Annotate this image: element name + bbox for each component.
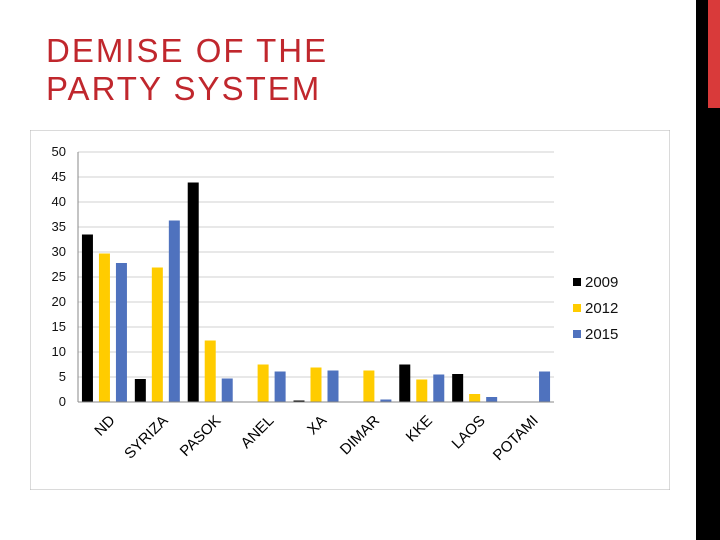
bar-pasok-2012 xyxy=(204,340,216,402)
bar-kke-2015 xyxy=(433,374,445,402)
bar-xa-2015 xyxy=(327,370,339,402)
bar-nd-2012 xyxy=(98,253,110,402)
plot-frame xyxy=(30,130,670,490)
bar-anel-2012 xyxy=(257,364,269,402)
bar-dimar-2015 xyxy=(380,399,392,402)
y-tick-label: 0 xyxy=(59,394,66,409)
bar-laos-2009 xyxy=(452,374,464,402)
bar-potami-2015 xyxy=(539,371,551,402)
legend: 2009 2012 2015 xyxy=(573,274,618,343)
y-tick-label: 35 xyxy=(52,219,66,234)
slide-title-line-1: DEMISE OF THE xyxy=(46,32,329,69)
legend-label-2015: 2015 xyxy=(585,326,618,343)
legend-label-2009: 2009 xyxy=(585,274,618,291)
bar-syriza-2009 xyxy=(134,379,146,402)
bar-laos-2012 xyxy=(469,394,481,402)
legend-swatch-2012 xyxy=(573,304,581,312)
legend-swatch-2015 xyxy=(573,330,581,338)
bar-dimar-2012 xyxy=(363,370,375,402)
bar-anel-2015 xyxy=(274,371,286,402)
bars xyxy=(81,182,551,402)
axes: 0 5 10 15 20 25 30 35 40 45 50 xyxy=(52,144,554,409)
bar-syriza-2015 xyxy=(168,220,180,402)
bar-xa-2012 xyxy=(310,367,322,402)
bar-laos-2015 xyxy=(486,397,498,402)
y-tick-label: 50 xyxy=(52,144,66,159)
bar-xa-2009 xyxy=(293,400,305,402)
legend-label-2012: 2012 xyxy=(585,300,618,317)
bar-syriza-2012 xyxy=(151,267,163,402)
legend-swatch-2009 xyxy=(573,278,581,286)
bar-pasok-2009 xyxy=(187,182,199,402)
y-tick-label: 5 xyxy=(59,369,66,384)
y-tick-label: 15 xyxy=(52,319,66,334)
slide-title: DEMISE OF THE PARTY SYSTEM xyxy=(46,32,328,108)
side-accent-decoration xyxy=(708,0,720,108)
y-tick-label: 45 xyxy=(52,169,66,184)
y-tick-label: 30 xyxy=(52,244,66,259)
bar-kke-2009 xyxy=(399,364,411,402)
y-tick-label: 10 xyxy=(52,344,66,359)
slide-title-line-2: PARTY SYSTEM xyxy=(46,70,322,107)
y-tick-label: 40 xyxy=(52,194,66,209)
bar-nd-2009 xyxy=(81,234,93,402)
bar-pasok-2015 xyxy=(221,378,233,402)
bar-nd-2015 xyxy=(115,263,127,402)
bar-kke-2012 xyxy=(416,379,428,402)
y-tick-label: 25 xyxy=(52,269,66,284)
y-tick-label: 20 xyxy=(52,294,66,309)
